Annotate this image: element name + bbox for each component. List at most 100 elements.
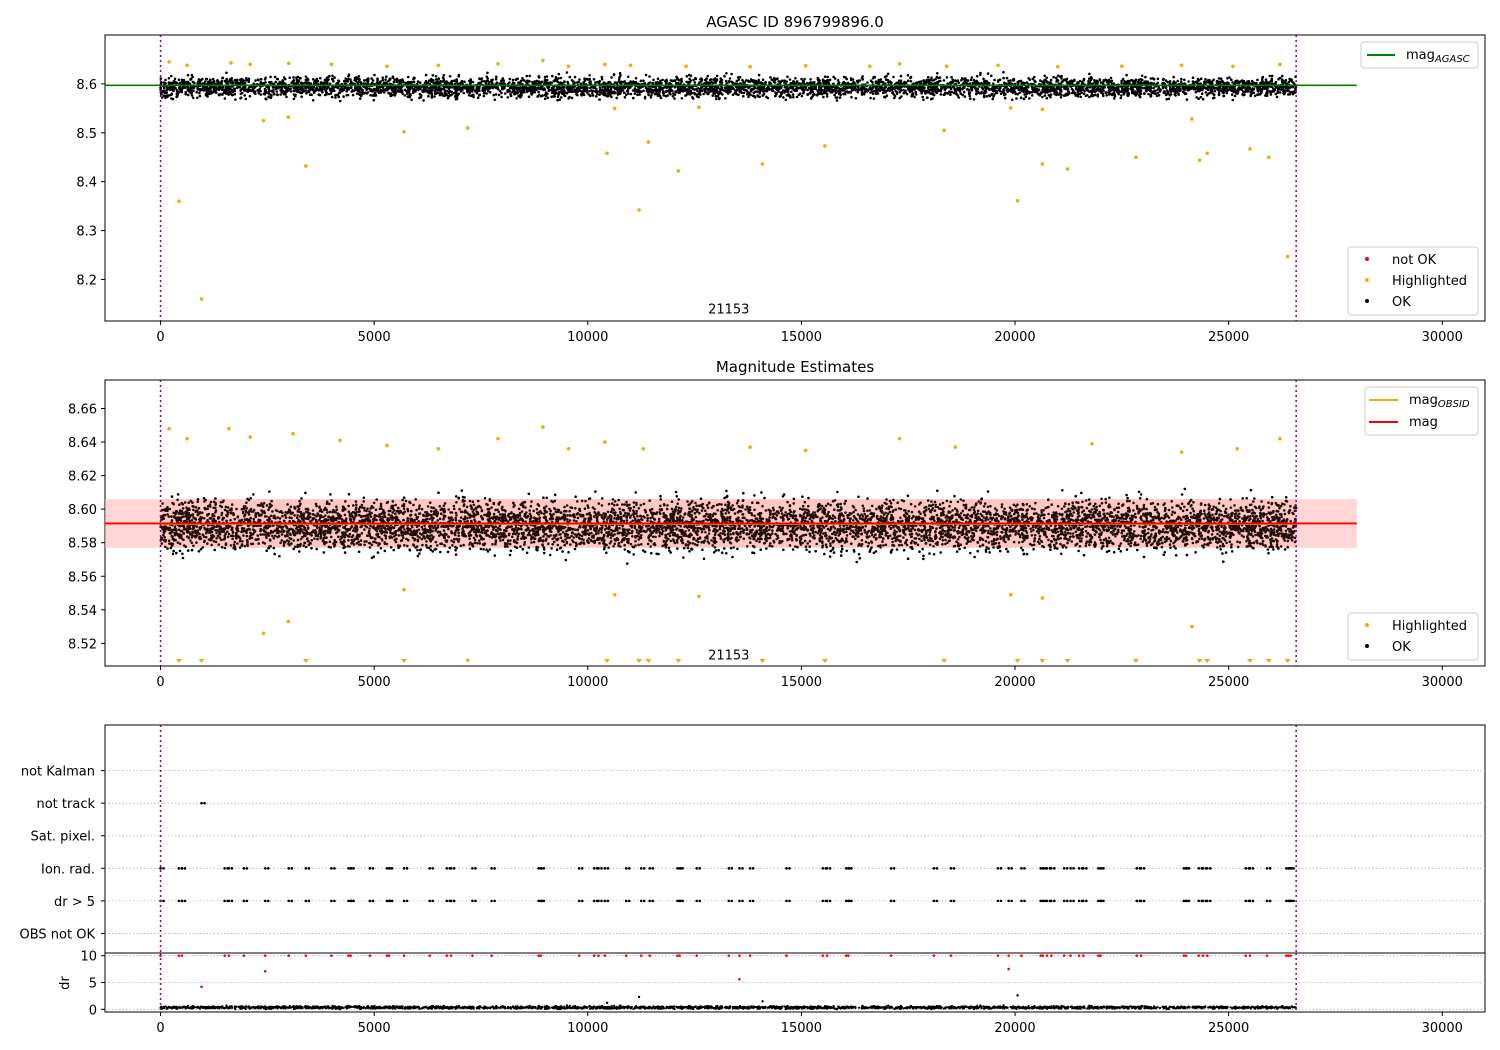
ok-point <box>555 88 558 91</box>
ok-point <box>433 95 436 98</box>
ok-point <box>1156 91 1160 95</box>
ok-point <box>345 87 349 91</box>
ok-point <box>627 92 630 95</box>
ok-point <box>323 88 327 91</box>
ok-point <box>552 85 555 89</box>
ok-point <box>331 74 334 78</box>
ok-point <box>548 88 551 92</box>
ok-point <box>331 78 335 81</box>
ok-point <box>626 90 629 93</box>
ok-point <box>1016 80 1019 84</box>
ok-point <box>1256 87 1259 91</box>
ok-point <box>956 86 959 90</box>
ok-point <box>607 85 611 89</box>
ok-point <box>741 87 745 90</box>
ok-point <box>551 74 554 78</box>
ok-point <box>573 81 576 84</box>
ok-point <box>1211 92 1215 95</box>
ok-point <box>655 92 659 95</box>
ok-point <box>999 89 1002 93</box>
ok-point <box>488 91 492 94</box>
ok-point <box>854 87 857 91</box>
ok-point <box>817 88 820 92</box>
ok-point <box>180 90 184 94</box>
ok-point <box>822 95 825 99</box>
ok-point <box>1149 94 1153 98</box>
ok-point <box>1156 88 1160 91</box>
ok-point <box>734 89 737 92</box>
ok-point <box>257 91 261 95</box>
ok-point <box>845 77 848 81</box>
ok-point <box>419 93 423 97</box>
ok-point <box>410 98 413 102</box>
ok-point <box>813 93 816 96</box>
ok-point <box>192 86 195 90</box>
ok-point <box>304 86 307 90</box>
ok-point <box>1045 96 1049 100</box>
ok-point <box>1052 75 1055 79</box>
ok-point <box>1156 77 1160 81</box>
ok-point <box>186 80 190 84</box>
ok-point <box>963 79 967 83</box>
ok-point <box>822 91 826 94</box>
ok-point <box>1096 81 1099 84</box>
ok-point <box>210 81 214 84</box>
ok-point <box>267 96 271 99</box>
ok-point <box>737 78 740 81</box>
ok-point <box>781 79 784 82</box>
ok-point <box>986 72 990 75</box>
ok-point <box>819 90 823 94</box>
ok-point <box>976 87 979 91</box>
ok-point <box>1199 95 1203 99</box>
ok-point <box>408 87 412 90</box>
ok-point <box>899 74 903 78</box>
ok-point <box>373 73 376 77</box>
ok-point <box>1076 81 1079 84</box>
ok-point <box>1020 85 1024 89</box>
ok-point <box>495 86 499 89</box>
ok-point <box>1118 90 1121 94</box>
ok-point <box>287 88 290 92</box>
ok-point <box>477 89 480 92</box>
ok-point <box>524 80 528 83</box>
ok-point <box>775 92 778 95</box>
ok-point <box>958 90 962 93</box>
ok-point <box>299 91 303 95</box>
ok-point <box>279 89 283 92</box>
ok-point <box>206 95 209 98</box>
ok-point <box>223 97 227 100</box>
ok-point <box>762 87 765 90</box>
ok-point <box>926 76 930 79</box>
ok-point <box>1002 88 1005 91</box>
ok-point <box>843 89 846 92</box>
ok-point <box>964 77 967 80</box>
ok-point <box>1108 93 1111 96</box>
ok-point <box>207 80 210 84</box>
x-tick-label: 20000 <box>994 330 1035 345</box>
ok-point <box>230 76 233 80</box>
ok-point <box>439 87 443 90</box>
ok-point <box>1142 92 1146 95</box>
ok-point <box>922 79 925 82</box>
ok-point <box>1087 79 1090 83</box>
ok-point <box>944 86 947 90</box>
ok-point <box>530 91 533 95</box>
ok-point <box>183 81 186 85</box>
ok-point <box>294 93 297 97</box>
ok-point <box>1274 92 1278 96</box>
ok-point <box>450 90 454 94</box>
ok-point <box>267 92 270 95</box>
ok-point <box>274 80 278 84</box>
ok-point <box>1228 76 1231 79</box>
ok-point <box>1183 92 1187 96</box>
ok-point <box>568 75 572 79</box>
ok-point <box>392 86 396 89</box>
ok-point <box>229 90 232 94</box>
ok-point <box>326 80 329 84</box>
ok-point <box>173 77 177 81</box>
ok-point <box>1134 82 1137 85</box>
ok-point <box>462 91 466 95</box>
ok-point <box>511 78 515 82</box>
ok-point <box>920 80 923 83</box>
ok-point <box>1003 93 1006 97</box>
